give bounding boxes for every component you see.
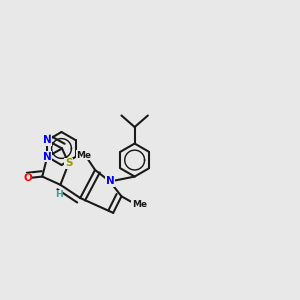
Text: N: N bbox=[43, 135, 52, 145]
Text: S: S bbox=[65, 158, 72, 168]
Text: N: N bbox=[106, 176, 114, 187]
Text: Me: Me bbox=[76, 151, 91, 160]
Text: Me: Me bbox=[132, 200, 147, 209]
Text: N: N bbox=[43, 152, 52, 162]
Text: O: O bbox=[23, 173, 32, 183]
Text: H: H bbox=[55, 190, 62, 199]
